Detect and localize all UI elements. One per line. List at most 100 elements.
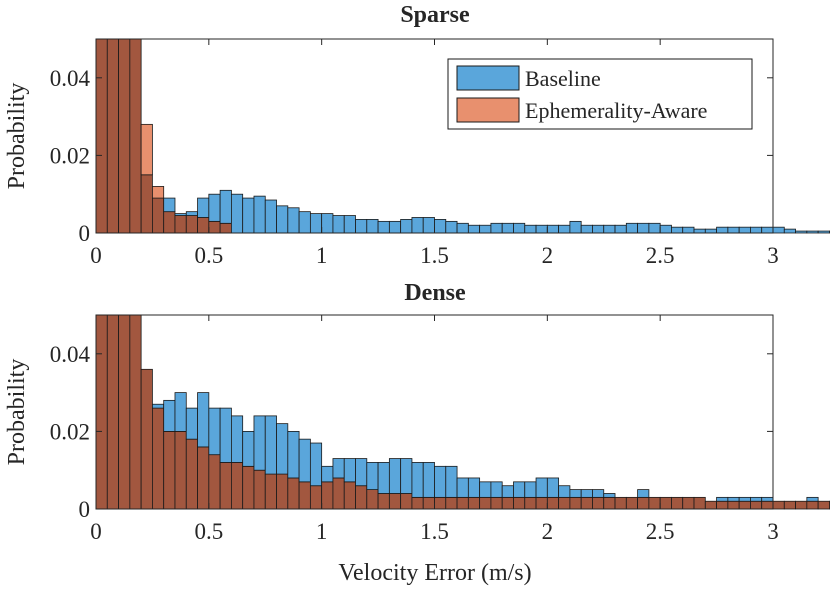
sparse-ticks: 0 0.5 1 1.5 2 2.5 3 0 0.02 0.04	[50, 39, 779, 268]
dense-bar-baseline-13	[242, 430, 255, 467]
sparse-bar-baseline-61	[783, 228, 796, 234]
dense-bar-overlap-20	[321, 481, 334, 510]
dense-bar-overlap-9	[197, 446, 210, 510]
dense-bar-overlap-64	[817, 500, 830, 510]
sparse-bar-baseline-19	[309, 213, 323, 234]
dense-ticks: 0 0.5 1 1.5 2 2.5 3 0 0.02 0.04	[50, 315, 779, 544]
dense-bar-overlap-38	[524, 496, 537, 510]
sparse-bar-baseline-23	[355, 219, 368, 234]
dense-bar-overlap-32	[456, 496, 469, 510]
sparse-bar-baseline-53	[693, 228, 706, 234]
dense-bar-baseline-31	[445, 465, 458, 498]
sparse-xtick-label-0: 0	[90, 243, 102, 268]
dense-bar-overlap-6	[163, 430, 176, 510]
dense-bar-baseline-33	[467, 477, 481, 498]
sparse-bar-ephemeral-5	[152, 186, 165, 199]
dense-bar-baseline-22	[343, 458, 356, 483]
sparse-bar-baseline-49	[648, 222, 661, 234]
dense-bar-baseline-37	[513, 481, 526, 498]
dense-bar-overlap-29	[422, 496, 435, 510]
sparse-bars	[95, 38, 830, 234]
dense-bar-overlap-34	[479, 496, 492, 510]
dense-xtick-label-2: 1	[316, 519, 328, 544]
sparse-bar-baseline-63	[806, 230, 819, 234]
dense-bar-overlap-35	[490, 496, 503, 510]
dense-bar-baseline-63	[806, 496, 819, 502]
dense-ylabel: Probability	[4, 359, 30, 466]
sparse-bar-baseline-9	[197, 197, 210, 218]
dense-bar-overlap-28	[411, 496, 424, 510]
dense-bar-baseline-41	[558, 485, 571, 498]
dense-bar-baseline-25	[377, 462, 390, 494]
dense-bar-overlap-41	[558, 496, 571, 510]
dense-bar-overlap-63	[806, 500, 819, 510]
dense-bar-baseline-14	[253, 415, 266, 471]
sparse-bar-baseline-33	[467, 224, 481, 234]
dense-bar-baseline-12	[230, 415, 244, 463]
dense-bar-baseline-21	[332, 458, 345, 479]
dense-ytick-label-0: 0	[79, 497, 91, 522]
dense-bar-overlap-47	[625, 496, 638, 510]
sparse-bar-overlap-9	[197, 217, 210, 234]
sparse-bar-overlap-2	[118, 38, 131, 234]
sparse-bar-baseline-50	[659, 224, 672, 234]
dense-title: Dense	[404, 280, 466, 306]
x-axis-label: Velocity Error (m/s)	[338, 560, 531, 586]
dense-bar-overlap-8	[185, 438, 198, 510]
sparse-bar-baseline-41	[558, 224, 571, 234]
dense-bar-overlap-56	[727, 500, 740, 510]
sparse-xtick-label-2: 1	[316, 243, 328, 268]
sparse-ytick-label-1: 0.02	[50, 143, 90, 168]
dense-bar-overlap-52	[682, 496, 695, 510]
dense-bar-overlap-15	[264, 473, 277, 510]
sparse-bar-baseline-58	[750, 226, 763, 234]
dense-bar-overlap-58	[750, 500, 763, 510]
dense-bar-overlap-2	[118, 314, 131, 510]
sparse-bar-baseline-21	[332, 215, 345, 234]
sparse-bar-overlap-3	[129, 38, 142, 234]
dense-bar-baseline-24	[366, 462, 379, 491]
dense-bar-baseline-5	[152, 403, 165, 409]
sparse-xtick-label-3: 1.5	[420, 243, 449, 268]
sparse-bar-baseline-56	[727, 226, 740, 234]
dense-bar-overlap-4	[140, 368, 153, 510]
sparse-bar-baseline-22	[343, 215, 356, 234]
dense-panel: Dense Probability 0 0.5 1 1.5 2 2.5 3 0 0.02 0.04…	[4, 280, 830, 586]
dense-xtick-label-1: 0.5	[194, 519, 223, 544]
dense-bar-overlap-60	[772, 500, 785, 510]
dense-bar-baseline-7	[174, 392, 187, 432]
sparse-bar-baseline-54	[704, 228, 717, 234]
dense-bar-baseline-9	[197, 392, 210, 448]
dense-bar-baseline-38	[524, 481, 537, 498]
dense-bar-overlap-48	[637, 496, 650, 510]
sparse-bar-baseline-6	[163, 197, 176, 213]
sparse-bar-baseline-10	[208, 193, 221, 222]
dense-bar-overlap-7	[174, 430, 187, 510]
sparse-bar-baseline-16	[276, 205, 289, 234]
dense-bar-baseline-58	[750, 496, 763, 502]
sparse-bar-baseline-18	[298, 211, 311, 234]
sparse-bar-baseline-55	[716, 226, 729, 234]
dense-bar-baseline-17	[287, 430, 300, 479]
dense-bar-baseline-48	[637, 489, 650, 498]
sparse-bar-baseline-39	[535, 224, 548, 234]
sparse-bar-overlap-8	[185, 215, 198, 234]
dense-bar-baseline-10	[208, 407, 221, 456]
dense-xtick-label-4: 2	[542, 519, 554, 544]
sparse-bar-overlap-10	[208, 220, 221, 234]
dense-bars	[95, 314, 830, 510]
legend-label-baseline: Baseline	[525, 66, 601, 91]
dense-bar-overlap-61	[783, 500, 796, 510]
sparse-panel: Sparse Probability 0 0.5 1 1.5 2 2.5 3 0 0.02 0.0…	[4, 2, 830, 268]
sparse-bar-baseline-26	[388, 220, 402, 234]
sparse-bar-baseline-28	[411, 217, 424, 234]
dense-bar-overlap-39	[535, 496, 548, 510]
sparse-bar-baseline-64	[817, 230, 830, 234]
sparse-bar-baseline-57	[738, 226, 751, 234]
dense-xtick-label-5: 2.5	[646, 519, 675, 544]
sparse-bar-baseline-7	[174, 213, 187, 216]
dense-bar-baseline-45	[603, 493, 616, 498]
sparse-bar-baseline-11	[219, 189, 232, 224]
sparse-bar-baseline-47	[625, 222, 638, 234]
